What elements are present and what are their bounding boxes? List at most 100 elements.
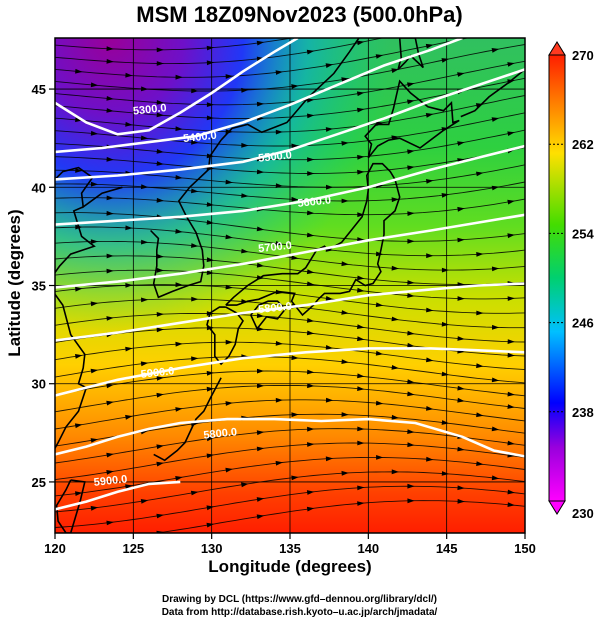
credit-data: Data from http://database.rish.kyoto–u.a…: [161, 607, 438, 618]
streamline-arrow: [407, 483, 415, 489]
y-tick-label: 25: [32, 475, 46, 490]
streamline-arrow: [425, 43, 434, 49]
contour-label: 5800.0: [258, 301, 293, 316]
streamline-arrow: [106, 470, 114, 475]
colorbar-extend-max: [548, 41, 566, 56]
streamline-arrow: [491, 475, 500, 481]
streamline-arrow: [457, 206, 465, 212]
streamline-arrow: [106, 210, 114, 216]
streamline-arrow: [476, 363, 484, 369]
streamline-arrow: [491, 426, 500, 432]
streamline-arrow: [256, 313, 265, 318]
streamline-arrow: [90, 130, 99, 136]
coastline-taiwan: [55, 479, 86, 533]
streamline-arrow: [491, 185, 500, 191]
streamline-arrow: [175, 407, 183, 412]
streamline-arrow: [241, 193, 249, 198]
streamline-arrow: [357, 23, 365, 28]
streamline-arrow: [391, 197, 399, 203]
colorbar-ticks: 230 238 246 254 262 270: [549, 48, 594, 521]
y-tick-label: 30: [32, 377, 46, 392]
streamline-arrow: [507, 502, 515, 507]
streamline-arrow: [441, 193, 450, 198]
streamline-arrow: [291, 412, 299, 418]
streamline-arrow: [206, 522, 214, 528]
coastline-liaodong: [55, 166, 123, 209]
streamline-arrow: [75, 491, 83, 496]
streamline-arrow: [291, 84, 299, 89]
streamline-arrow: [156, 376, 164, 381]
streamline-arrow: [225, 339, 233, 345]
colorbar-tick-label: 254: [572, 226, 594, 241]
contour-label: 5600.0: [297, 194, 332, 209]
streamline-arrow: [241, 248, 249, 254]
contour-line: [55, 38, 463, 154]
streamline-arrow: [457, 237, 465, 243]
streamline-arrow: [507, 339, 515, 344]
streamline-arrow: [256, 497, 265, 502]
streamline-arrow: [140, 184, 149, 190]
streamline-arrow: [391, 68, 399, 73]
streamline-arrow: [156, 112, 164, 118]
streamline-arrow: [175, 74, 183, 80]
x-axis: 120 125 130 135 140 145 150: [44, 533, 536, 556]
streamline-arrow: [106, 452, 114, 458]
streamline-arrow: [256, 430, 265, 436]
streamline-arrow: [106, 59, 114, 64]
streamline-arrow: [476, 412, 484, 418]
streamline-arrow: [426, 406, 434, 411]
streamline-arrow: [175, 175, 183, 180]
streamline-arrow: [457, 141, 465, 146]
streamline-arrow: [156, 100, 164, 105]
coastline-ryukyu: [153, 377, 222, 462]
contour-line: [55, 68, 525, 181]
streamline-arrow: [306, 232, 315, 238]
y-axis: 25 30 35 40 45: [32, 82, 55, 490]
streamline-arrow: [376, 455, 384, 460]
streamline-arrow: [457, 72, 465, 77]
streamline-arrow: [307, 426, 315, 432]
streamline-arrow: [74, 423, 83, 429]
colorbar-tick-label: 262: [572, 137, 594, 152]
streamline-arrow: [357, 287, 365, 293]
streamline-arrow: [90, 239, 99, 244]
streamline-arrow: [191, 296, 199, 302]
coastline-hokkaido: [364, 79, 460, 159]
streamline-arrow: [191, 356, 199, 362]
streamline-arrow: [391, 414, 399, 420]
streamline-arrow: [407, 442, 415, 448]
streamline-arrow: [325, 345, 334, 350]
streamline-arrow: [225, 284, 233, 290]
streamline-arrow: [106, 156, 114, 162]
streamline-arrow: [307, 33, 315, 38]
streamline-arrow: [407, 391, 415, 397]
streamline-arrow: [291, 355, 299, 361]
colorbar: 230 238 246 254 262 270: [548, 41, 594, 521]
streamline-arrow: [307, 369, 315, 375]
streamline-arrow: [357, 386, 365, 391]
streamline-arrow: [407, 379, 415, 384]
streamline-arrow: [156, 61, 164, 66]
streamline-arrow: [225, 401, 233, 406]
streamline-arrow: [391, 265, 399, 271]
contour-line: [55, 347, 525, 397]
y-tick-label: 40: [32, 180, 46, 195]
streamline-arrow: [256, 446, 265, 452]
streamline-arrow: [206, 202, 215, 207]
x-tick-label: 125: [122, 541, 144, 556]
streamline-arrow: [206, 115, 215, 121]
streamline-arrow: [306, 330, 315, 336]
streamline-arrow: [206, 257, 215, 263]
streamline-arrow: [357, 154, 365, 160]
streamline-arrow: [206, 102, 215, 107]
streamline-arrow: [206, 386, 215, 392]
streamline-arrow: [106, 195, 114, 201]
streamline-arrow: [275, 341, 283, 346]
streamline-arrow: [457, 336, 465, 341]
x-tick-label: 145: [436, 541, 458, 556]
streamline-arrow: [256, 262, 265, 268]
streamline-arrow: [425, 113, 434, 118]
streamline-arrow: [175, 126, 183, 132]
streamline-arrow: [391, 316, 399, 322]
